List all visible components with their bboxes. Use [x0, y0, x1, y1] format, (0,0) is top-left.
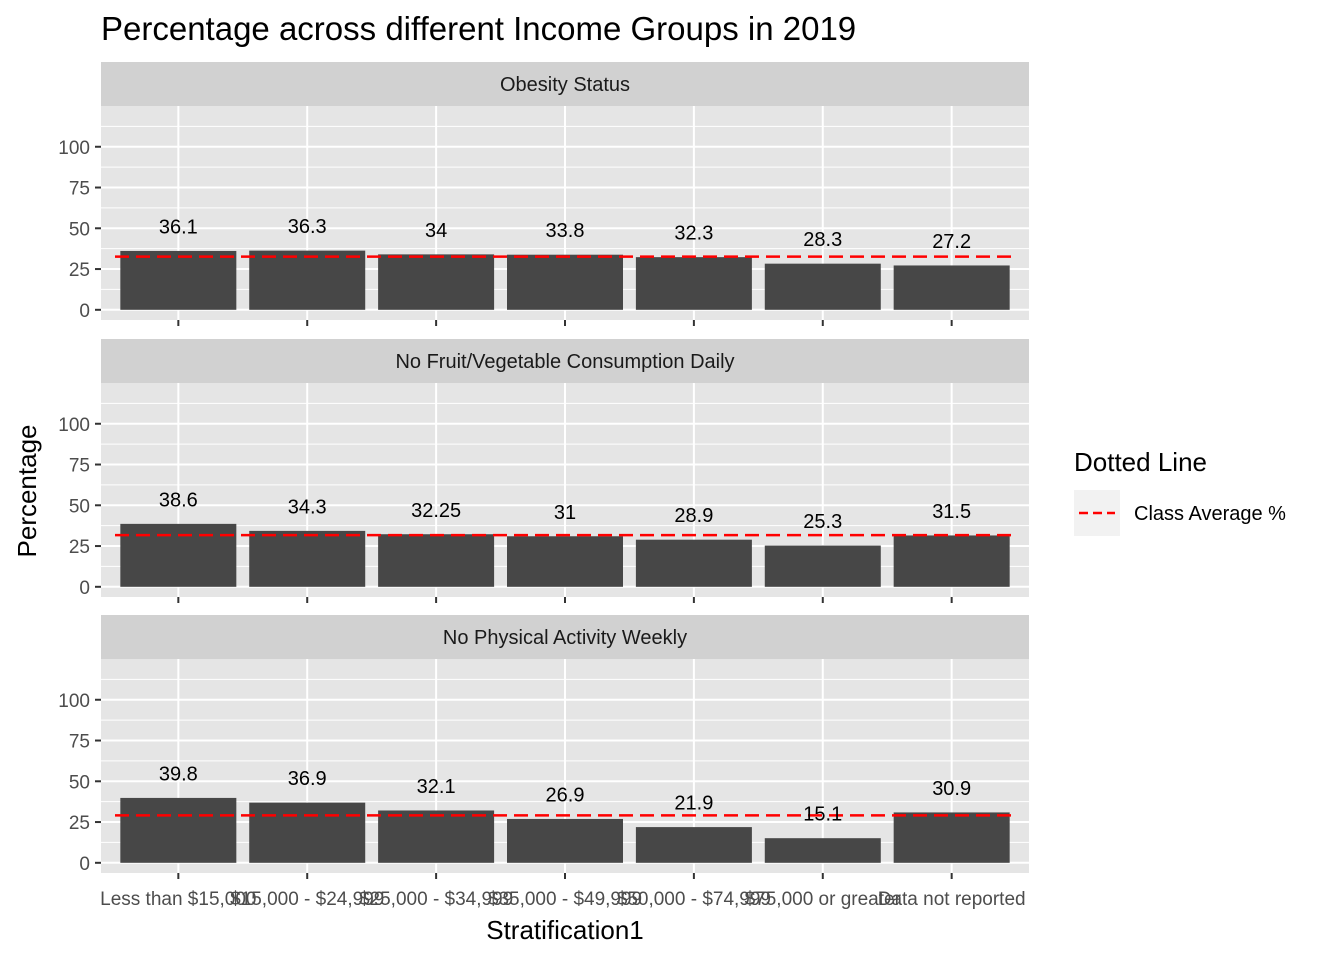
y-tick-label: 75	[69, 732, 90, 753]
y-tick-label: 100	[58, 138, 90, 159]
data-label: 25.3	[803, 511, 842, 533]
data-label: 38.6	[159, 489, 198, 511]
x-tick-label: $50,000 - $74,999	[617, 889, 771, 910]
bar	[378, 810, 495, 863]
data-label: 33.8	[546, 220, 585, 242]
panel-strip	[101, 615, 1029, 659]
bar	[764, 545, 881, 587]
y-tick-label: 50	[69, 772, 90, 793]
bar	[120, 523, 237, 587]
legend-title: Dotted Line	[1074, 447, 1207, 477]
y-tick-label: 50	[69, 219, 90, 240]
y-tick-label: 100	[58, 415, 90, 436]
bar	[249, 530, 366, 587]
bar	[893, 265, 1010, 310]
data-label: 34	[425, 220, 447, 242]
x-tick-label: $75,000 or greater	[745, 889, 902, 910]
y-tick-label: 100	[58, 691, 90, 712]
data-label: 28.9	[674, 505, 713, 527]
x-tick-label: Data not reported	[878, 889, 1026, 910]
y-tick-label: 0	[79, 854, 90, 875]
data-label: 36.9	[288, 768, 327, 790]
y-tick-label: 25	[69, 537, 90, 558]
bar	[635, 257, 752, 310]
y-axis-title: Percentage	[12, 425, 42, 558]
bar	[764, 838, 881, 863]
panel-strip-label: No Physical Activity Weekly	[443, 627, 687, 649]
bar	[120, 797, 237, 863]
bar	[249, 802, 366, 863]
panel-strip-label: No Fruit/Vegetable Consumption Daily	[395, 351, 734, 373]
legend: Dotted Line Class Average %	[1074, 447, 1286, 536]
data-label: 34.3	[288, 496, 327, 518]
y-tick-label: 25	[69, 260, 90, 281]
y-tick-label: 75	[69, 456, 90, 477]
x-axis-title: Stratification1	[486, 915, 644, 945]
bar	[893, 535, 1010, 587]
data-label: 36.3	[288, 216, 327, 238]
panel: No Fruit/Vegetable Consumption Daily 0 25 5…	[58, 339, 1029, 603]
data-label: 28.3	[803, 229, 842, 251]
data-label: 36.1	[159, 216, 198, 238]
bar	[764, 263, 881, 310]
data-label: 32.3	[674, 223, 713, 245]
bar	[635, 827, 752, 863]
y-tick-label: 0	[79, 578, 90, 599]
chart-panels: Obesity Status 0 25 50 75 100 36.1 36.3 34 33.8 32…	[58, 62, 1029, 879]
x-axis: Less than $15,000$15,000 - $24,999$25,00…	[100, 889, 1025, 910]
chart-title: Percentage across different Income Group…	[101, 10, 856, 47]
panel: Obesity Status 0 25 50 75 100 36.1 36.3 34 33.8 32…	[58, 62, 1029, 326]
bar	[507, 254, 623, 310]
y-tick-label: 50	[69, 496, 90, 517]
bar	[507, 818, 623, 863]
bar	[635, 539, 752, 587]
data-label: 21.9	[674, 793, 713, 815]
x-tick-label: Less than $15,000	[100, 889, 256, 910]
data-label: 32.25	[411, 500, 461, 522]
bar	[507, 536, 623, 587]
data-label: 31.5	[932, 501, 971, 523]
legend-entry-label: Class Average %	[1134, 503, 1286, 525]
x-tick-label: $25,000 - $34,999	[359, 889, 513, 910]
y-tick-label: 25	[69, 813, 90, 834]
data-label: 31	[554, 502, 576, 524]
panel: No Physical Activity Weekly 0 25 50 75 100 39.…	[58, 615, 1029, 879]
data-label: 30.9	[932, 778, 971, 800]
data-label: 26.9	[546, 784, 585, 806]
data-label: 15.1	[803, 804, 842, 826]
bar	[378, 534, 495, 587]
data-label: 32.1	[417, 776, 456, 798]
data-label: 39.8	[159, 763, 198, 785]
x-tick-label: $15,000 - $24,999	[230, 889, 384, 910]
data-label: 27.2	[932, 231, 971, 253]
bar	[120, 250, 237, 310]
y-tick-label: 0	[79, 301, 90, 322]
bar	[249, 250, 366, 310]
panel-strip	[101, 339, 1029, 383]
bar	[378, 254, 495, 310]
x-tick-label: $35,000 - $49,999	[488, 889, 642, 910]
panel-strip	[101, 62, 1029, 106]
bar	[893, 812, 1010, 863]
y-tick-label: 75	[69, 179, 90, 200]
panel-strip-label: Obesity Status	[500, 74, 630, 96]
